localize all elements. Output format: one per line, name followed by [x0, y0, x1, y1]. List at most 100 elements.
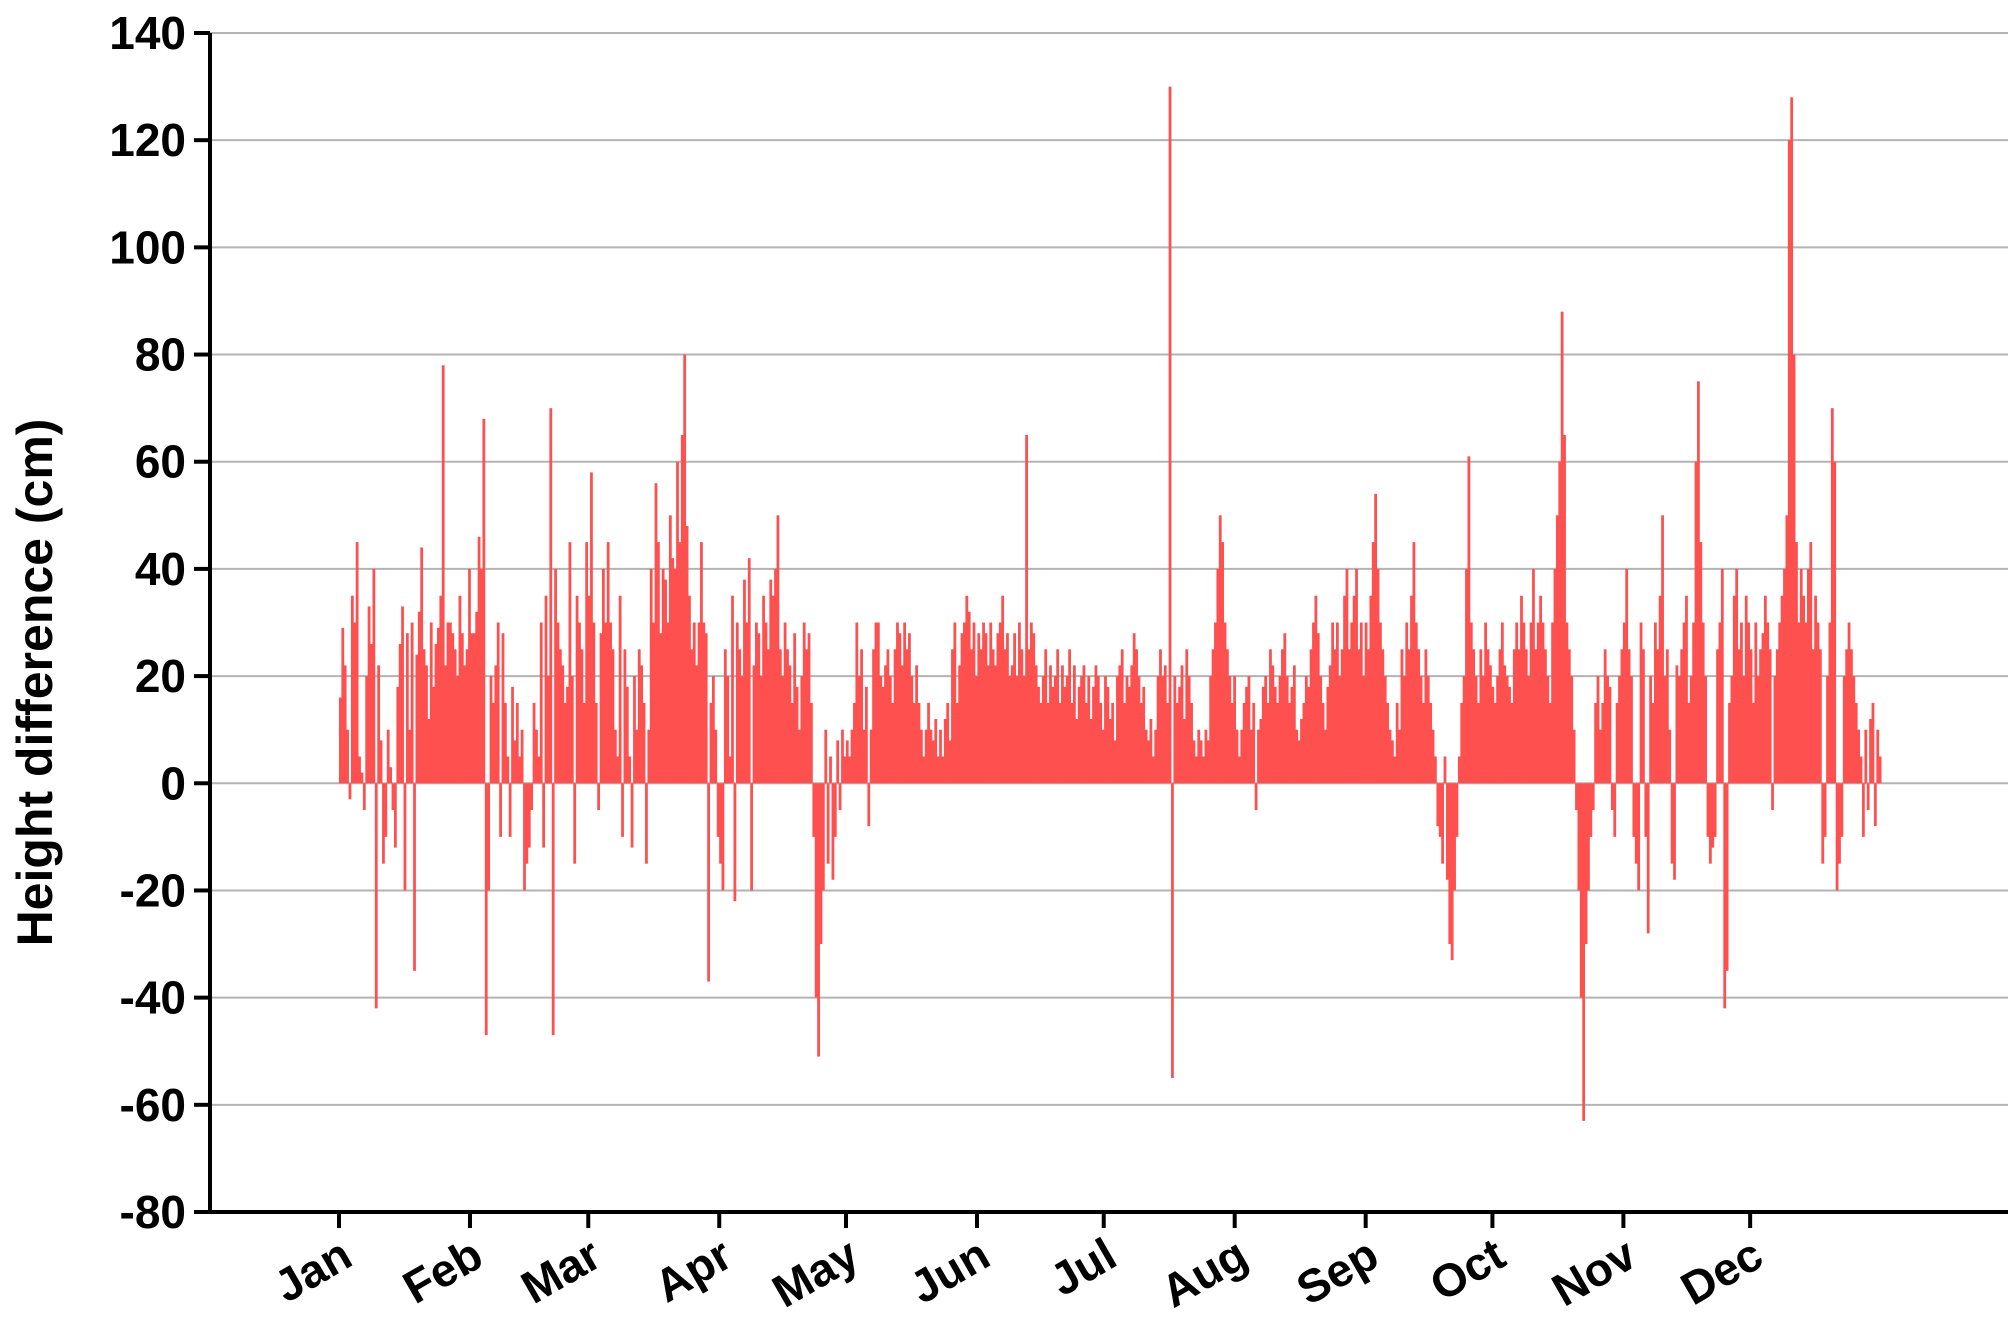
bar: [690, 649, 694, 784]
bar: [807, 633, 811, 784]
bar: [1720, 568, 1724, 784]
bar: [1651, 702, 1655, 784]
bar: [874, 622, 878, 784]
bar: [1003, 649, 1007, 784]
bar: [1527, 676, 1531, 784]
bar: [1022, 676, 1026, 784]
bar: [1137, 676, 1141, 784]
bar: [948, 740, 952, 784]
bar: [922, 756, 926, 784]
bar: [1266, 702, 1270, 784]
bar: [1548, 702, 1552, 784]
bar: [1754, 622, 1758, 784]
x-tick-label-may: May: [764, 1227, 868, 1317]
bar: [931, 740, 935, 784]
bar: [1410, 595, 1413, 784]
bar: [1175, 702, 1179, 784]
bar: [996, 633, 1000, 784]
bar: [762, 595, 765, 784]
bar: [446, 622, 450, 784]
bar: [1838, 783, 1841, 864]
bar: [403, 783, 407, 891]
bar: [1677, 676, 1681, 784]
bar: [1393, 756, 1397, 784]
bar: [862, 729, 866, 784]
bar: [465, 649, 469, 784]
bar: [587, 595, 591, 784]
bar: [1469, 622, 1473, 784]
bar: [1089, 718, 1093, 784]
bar: [1711, 783, 1715, 848]
bar: [1606, 676, 1609, 784]
bar: [1644, 783, 1648, 837]
y-tick-label: 80: [135, 329, 186, 381]
bar: [1534, 649, 1538, 784]
bar: [688, 595, 691, 784]
bar: [1656, 649, 1660, 784]
bar: [1455, 783, 1459, 837]
bar: [1692, 622, 1696, 784]
bar: [580, 649, 584, 784]
bar: [578, 622, 581, 784]
bar: [795, 686, 799, 784]
bar: [879, 676, 883, 784]
bar: [604, 622, 608, 784]
bar: [496, 622, 500, 784]
bar: [1285, 676, 1289, 784]
bar: [1247, 676, 1251, 784]
y-axis-label: Height difference (cm): [7, 419, 63, 947]
bar: [891, 702, 895, 784]
bar: [881, 686, 885, 784]
bar: [1331, 622, 1335, 784]
bar: [1326, 686, 1330, 784]
bar: [1008, 676, 1012, 784]
bar: [1104, 676, 1107, 784]
bar: [463, 665, 467, 784]
bar: [1144, 729, 1148, 784]
bar: [1575, 783, 1578, 811]
bar: [492, 702, 495, 784]
bar: [1792, 354, 1796, 784]
bar: [723, 649, 727, 784]
bar: [547, 676, 550, 784]
bar: [1830, 408, 1834, 784]
bar: [743, 579, 746, 784]
bar: [726, 676, 730, 784]
bar: [391, 783, 395, 811]
bar: [1371, 542, 1375, 784]
bar: [386, 729, 390, 784]
bar: [1352, 595, 1356, 784]
bar: [1577, 783, 1581, 891]
bar: [1637, 783, 1641, 891]
x-tick-label-nov: Nov: [1543, 1227, 1645, 1316]
bar: [558, 649, 562, 784]
y-tick-label: 120: [109, 114, 186, 166]
bar: [1171, 783, 1174, 1079]
bar: [1132, 633, 1136, 784]
bar: [448, 622, 452, 784]
bar: [919, 729, 923, 784]
bar: [800, 676, 804, 784]
bar: [1364, 622, 1368, 784]
bar: [554, 568, 557, 784]
x-tick-label-apr: Apr: [646, 1228, 741, 1313]
bar: [1422, 702, 1425, 784]
bar: [1199, 740, 1203, 784]
bar: [876, 622, 880, 784]
bar: [1070, 702, 1074, 784]
bar: [649, 568, 653, 784]
bar: [721, 783, 725, 891]
bar: [1587, 783, 1590, 891]
bar: [1649, 676, 1652, 784]
bar: [539, 622, 543, 784]
bar: [1603, 649, 1607, 784]
bar: [1771, 783, 1774, 811]
bar: [1512, 649, 1516, 784]
bar: [1744, 595, 1748, 784]
bar: [1742, 676, 1746, 784]
bar: [707, 783, 710, 982]
bar: [1787, 140, 1791, 784]
bar: [1240, 729, 1244, 784]
bar: [1706, 783, 1710, 837]
bar: [1756, 676, 1760, 784]
